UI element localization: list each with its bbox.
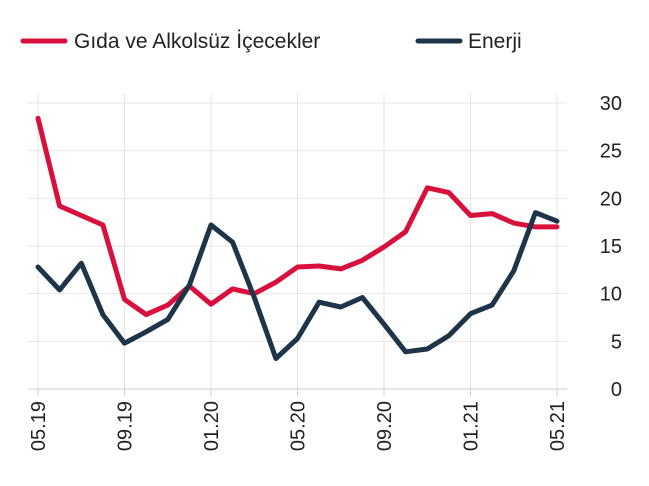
x-tick-label: 01.21 <box>461 401 483 451</box>
y-tick-label: 30 <box>600 93 622 115</box>
x-axis: 05.19 09.19 01.20 05.20 09.20 01.21 05.21 <box>28 388 569 451</box>
x-tick-label: 05.21 <box>547 401 569 451</box>
series-line-0 <box>35 115 560 318</box>
x-tick-label: 01.20 <box>201 401 223 451</box>
x-tick-label: 09.19 <box>115 401 137 451</box>
y-tick-label: 15 <box>600 236 622 258</box>
chart-legend: Gıda ve Alkolsüz İçecekler Enerji <box>20 30 522 53</box>
y-tick-label: 5 <box>611 331 622 353</box>
x-tick-label: 09.20 <box>374 401 396 451</box>
y-tick-label: 20 <box>600 188 622 210</box>
y-tick-label: 25 <box>600 141 622 163</box>
series-line-1 <box>35 210 560 361</box>
chart-series <box>35 115 560 361</box>
y-axis: 0 5 10 15 20 25 30 <box>600 93 622 401</box>
y-tick-label: 0 <box>611 379 622 401</box>
x-tick-label: 05.19 <box>28 401 50 451</box>
legend-label-0: Gıda ve Alkolsüz İçecekler <box>74 30 320 53</box>
y-tick-label: 10 <box>600 284 622 306</box>
legend-label-1: Enerji <box>468 30 522 53</box>
x-tick-label: 05.20 <box>288 401 310 451</box>
